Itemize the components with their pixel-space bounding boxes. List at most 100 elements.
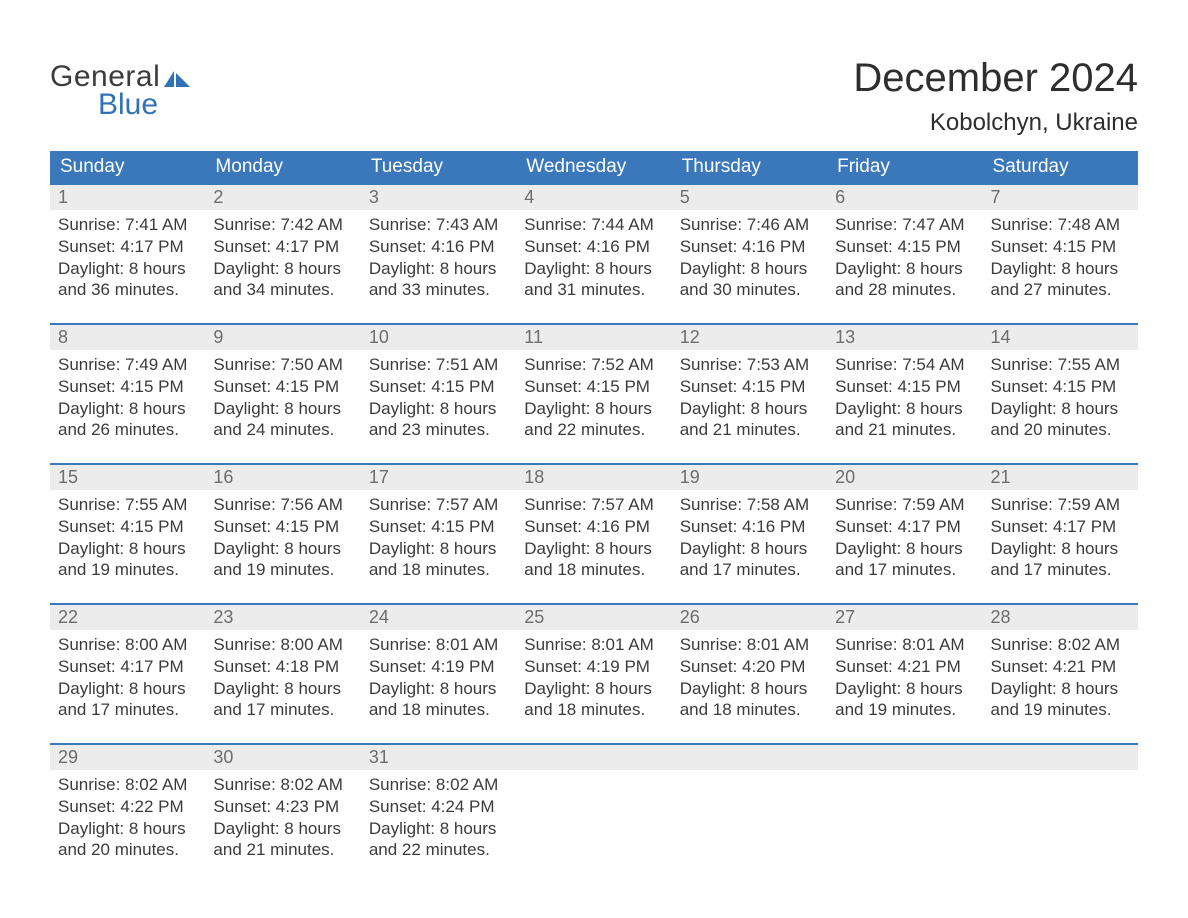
sunrise-line: Sunrise: 7:57 AM — [524, 494, 665, 516]
sunset-line: Sunset: 4:15 PM — [991, 376, 1132, 398]
daylight-line-1: Daylight: 8 hours — [213, 258, 354, 280]
calendar-day: 4Sunrise: 7:44 AMSunset: 4:16 PMDaylight… — [516, 185, 671, 305]
day-details: Sunrise: 7:54 AMSunset: 4:15 PMDaylight:… — [827, 350, 982, 441]
daylight-line-2: and 17 minutes. — [991, 559, 1132, 581]
sunrise-line: Sunrise: 7:57 AM — [369, 494, 510, 516]
day-number — [827, 745, 982, 770]
daylight-line-2: and 21 minutes. — [680, 419, 821, 441]
daylight-line-2: and 18 minutes. — [524, 559, 665, 581]
sunrise-line: Sunrise: 7:42 AM — [213, 214, 354, 236]
day-details: Sunrise: 7:49 AMSunset: 4:15 PMDaylight:… — [50, 350, 205, 441]
sunset-line: Sunset: 4:15 PM — [213, 376, 354, 398]
sunrise-line: Sunrise: 7:56 AM — [213, 494, 354, 516]
day-number: 16 — [205, 465, 360, 490]
daylight-line-1: Daylight: 8 hours — [835, 678, 976, 700]
daylight-line-2: and 17 minutes. — [680, 559, 821, 581]
sunrise-line: Sunrise: 7:59 AM — [835, 494, 976, 516]
sunrise-line: Sunrise: 7:43 AM — [369, 214, 510, 236]
day-details: Sunrise: 7:44 AMSunset: 4:16 PMDaylight:… — [516, 210, 671, 301]
daylight-line-1: Daylight: 8 hours — [369, 538, 510, 560]
day-number: 11 — [516, 325, 671, 350]
calendar-day: 16Sunrise: 7:56 AMSunset: 4:15 PMDayligh… — [205, 465, 360, 585]
calendar-day: 28Sunrise: 8:02 AMSunset: 4:21 PMDayligh… — [983, 605, 1138, 725]
sunset-line: Sunset: 4:17 PM — [835, 516, 976, 538]
daylight-line-2: and 20 minutes. — [58, 839, 199, 861]
sunset-line: Sunset: 4:15 PM — [213, 516, 354, 538]
sunset-line: Sunset: 4:15 PM — [369, 376, 510, 398]
calendar-day: 20Sunrise: 7:59 AMSunset: 4:17 PMDayligh… — [827, 465, 982, 585]
calendar-day: 19Sunrise: 7:58 AMSunset: 4:16 PMDayligh… — [672, 465, 827, 585]
daylight-line-1: Daylight: 8 hours — [213, 818, 354, 840]
sunrise-line: Sunrise: 8:00 AM — [58, 634, 199, 656]
dow-friday: Friday — [827, 151, 982, 183]
title-block: December 2024 Kobolchyn, Ukraine — [853, 56, 1138, 137]
brand-logo: General Blue — [50, 56, 190, 120]
daylight-line-1: Daylight: 8 hours — [991, 398, 1132, 420]
day-details: Sunrise: 7:47 AMSunset: 4:15 PMDaylight:… — [827, 210, 982, 301]
calendar-day: 12Sunrise: 7:53 AMSunset: 4:15 PMDayligh… — [672, 325, 827, 445]
sunset-line: Sunset: 4:22 PM — [58, 796, 199, 818]
daylight-line-2: and 30 minutes. — [680, 279, 821, 301]
day-details: Sunrise: 7:53 AMSunset: 4:15 PMDaylight:… — [672, 350, 827, 441]
day-number: 19 — [672, 465, 827, 490]
day-details: Sunrise: 8:00 AMSunset: 4:18 PMDaylight:… — [205, 630, 360, 721]
sunrise-line: Sunrise: 7:53 AM — [680, 354, 821, 376]
day-details: Sunrise: 7:41 AMSunset: 4:17 PMDaylight:… — [50, 210, 205, 301]
calendar-day: 3Sunrise: 7:43 AMSunset: 4:16 PMDaylight… — [361, 185, 516, 305]
daylight-line-1: Daylight: 8 hours — [524, 398, 665, 420]
sunset-line: Sunset: 4:19 PM — [524, 656, 665, 678]
day-number: 25 — [516, 605, 671, 630]
calendar-day: 17 Sunrise: 7:57 AMSunset: 4:15 PMDayligh… — [361, 465, 516, 585]
sunrise-line: Sunrise: 7:54 AM — [835, 354, 976, 376]
daylight-line-2: and 28 minutes. — [835, 279, 976, 301]
sunrise-line: Sunrise: 8:02 AM — [213, 774, 354, 796]
daylight-line-1: Daylight: 8 hours — [213, 398, 354, 420]
sunrise-line: Sunrise: 8:01 AM — [524, 634, 665, 656]
day-number: 3 — [361, 185, 516, 210]
daylight-line-2: and 24 minutes. — [213, 419, 354, 441]
daylight-line-2: and 18 minutes. — [524, 699, 665, 721]
sunrise-line: Sunrise: 8:02 AM — [58, 774, 199, 796]
day-details: Sunrise: 7:51 AMSunset: 4:15 PMDaylight:… — [361, 350, 516, 441]
calendar-day: 21Sunrise: 7:59 AMSunset: 4:17 PMDayligh… — [983, 465, 1138, 585]
calendar-day: 14Sunrise: 7:55 AMSunset: 4:15 PMDayligh… — [983, 325, 1138, 445]
daylight-line-2: and 18 minutes. — [680, 699, 821, 721]
day-number: 24 — [361, 605, 516, 630]
sunset-line: Sunset: 4:19 PM — [369, 656, 510, 678]
sunset-line: Sunset: 4:16 PM — [680, 516, 821, 538]
sunrise-line: Sunrise: 8:01 AM — [680, 634, 821, 656]
day-number: 17 — [361, 465, 516, 490]
sunrise-line: Sunrise: 7:51 AM — [369, 354, 510, 376]
calendar-day: 25Sunrise: 8:01 AMSunset: 4:19 PMDayligh… — [516, 605, 671, 725]
calendar-week: 15Sunrise: 7:55 AMSunset: 4:15 PMDayligh… — [50, 463, 1138, 585]
day-number: 7 — [983, 185, 1138, 210]
location: Kobolchyn, Ukraine — [853, 109, 1138, 137]
calendar-day — [983, 745, 1138, 865]
sunset-line: Sunset: 4:15 PM — [369, 516, 510, 538]
calendar-day: 27Sunrise: 8:01 AMSunset: 4:21 PMDayligh… — [827, 605, 982, 725]
day-details: Sunrise: 8:01 AMSunset: 4:20 PMDaylight:… — [672, 630, 827, 721]
daylight-line-2: and 33 minutes. — [369, 279, 510, 301]
daylight-line-2: and 31 minutes. — [524, 279, 665, 301]
day-details: Sunrise: 7:48 AMSunset: 4:15 PMDaylight:… — [983, 210, 1138, 301]
calendar-day: 31Sunrise: 8:02 AMSunset: 4:24 PMDayligh… — [361, 745, 516, 865]
calendar-day: 29Sunrise: 8:02 AMSunset: 4:22 PMDayligh… — [50, 745, 205, 865]
daylight-line-1: Daylight: 8 hours — [58, 538, 199, 560]
daylight-line-2: and 17 minutes. — [835, 559, 976, 581]
daylight-line-1: Daylight: 8 hours — [680, 678, 821, 700]
calendar-day: 10Sunrise: 7:51 AMSunset: 4:15 PMDayligh… — [361, 325, 516, 445]
sunset-line: Sunset: 4:15 PM — [58, 376, 199, 398]
sunset-line: Sunset: 4:16 PM — [680, 236, 821, 258]
sunrise-line: Sunrise: 7:46 AM — [680, 214, 821, 236]
daylight-line-2: and 19 minutes. — [213, 559, 354, 581]
daylight-line-2: and 22 minutes. — [524, 419, 665, 441]
day-number: 8 — [50, 325, 205, 350]
calendar-day: 5Sunrise: 7:46 AMSunset: 4:16 PMDaylight… — [672, 185, 827, 305]
sunset-line: Sunset: 4:15 PM — [835, 236, 976, 258]
daylight-line-2: and 19 minutes. — [991, 699, 1132, 721]
calendar-day: 26Sunrise: 8:01 AMSunset: 4:20 PMDayligh… — [672, 605, 827, 725]
day-details: Sunrise: 8:00 AMSunset: 4:17 PMDaylight:… — [50, 630, 205, 721]
day-number: 10 — [361, 325, 516, 350]
sunset-line: Sunset: 4:21 PM — [991, 656, 1132, 678]
day-details: Sunrise: 7:46 AMSunset: 4:16 PMDaylight:… — [672, 210, 827, 301]
